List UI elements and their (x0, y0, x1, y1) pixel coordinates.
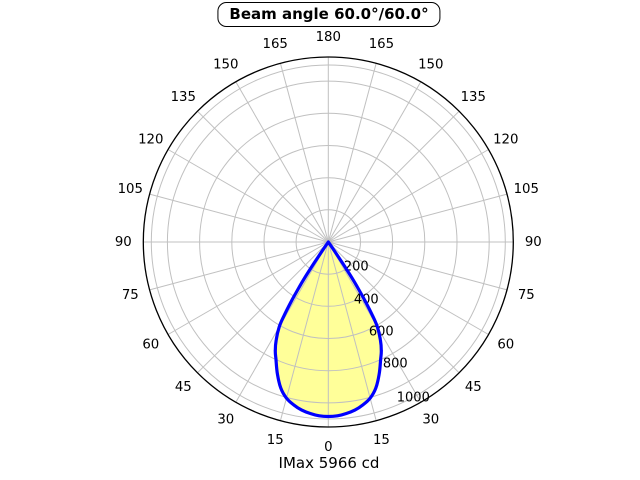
radial-tick-label: 1000 (397, 391, 430, 406)
angle-tick-label: 180 (316, 30, 341, 45)
angle-tick-label: 150 (213, 58, 238, 73)
polar-grid-ray (197, 241, 329, 374)
radial-tick-label: 600 (369, 325, 394, 340)
angle-tick-label: 120 (493, 133, 518, 148)
angle-tick-label: 15 (267, 433, 284, 448)
outer-circle (142, 56, 514, 428)
polar-grid-ray (279, 241, 329, 421)
angle-tick-label: 120 (138, 133, 163, 148)
polar-grid-ray (328, 241, 508, 291)
beam-lobe-outline (273, 240, 383, 419)
angle-tick-label: 45 (175, 380, 192, 395)
polar-grid-ray (327, 241, 460, 374)
angle-tick-label: 165 (263, 37, 288, 52)
polar-grid-ray (327, 110, 460, 243)
polar-grid-ray (167, 241, 329, 335)
polar-grid-ray (327, 63, 377, 243)
polar-grid-ring (231, 145, 426, 339)
radial-tick-label: 800 (383, 357, 408, 372)
angle-tick-label: 30 (217, 413, 234, 428)
angle-tick-label: 15 (373, 433, 390, 448)
chart-title: Beam angle 60.0°/60.0° (217, 2, 441, 27)
radial-tick-label: 200 (344, 260, 369, 275)
angle-tick-label: 90 (115, 235, 132, 250)
angle-tick-label: 105 (118, 182, 143, 197)
polar-grid-ray (328, 241, 489, 335)
polar-grid-ray (328, 149, 489, 243)
angle-tick-label: 75 (518, 288, 535, 303)
angle-tick-label: 60 (497, 338, 514, 353)
polar-grid-ray (327, 81, 422, 243)
polar-grid-ray (149, 193, 329, 243)
polar-grid-ray (327, 241, 377, 421)
angle-tick-label: 60 (142, 338, 159, 353)
angle-tick-label: 135 (171, 90, 196, 105)
polar-grid-ray (149, 241, 329, 291)
angle-tick-label: 90 (525, 235, 542, 250)
angle-tick-label: 105 (514, 182, 539, 197)
polar-grid-ring (150, 64, 506, 420)
polar-grid-ray (328, 193, 508, 243)
polar-grid-ring (166, 80, 490, 404)
angle-tick-label: 0 (324, 440, 332, 455)
angle-tick-label: 165 (369, 37, 394, 52)
angle-tick-label: 135 (461, 90, 486, 105)
polar-grid-ring (295, 209, 361, 275)
polar-grid-ray (235, 81, 329, 243)
angle-tick-label: 75 (122, 288, 139, 303)
polar-grid-ray (197, 110, 329, 243)
polar-grid-ray (279, 63, 329, 243)
imax-label: IMax 5966 cd (278, 454, 380, 472)
polar-grid-ring (199, 112, 458, 372)
polar-grid-ray (167, 149, 329, 243)
polar-grid-ring (263, 177, 394, 307)
angle-tick-label: 30 (422, 413, 439, 428)
angle-tick-label: 150 (418, 58, 443, 73)
angle-tick-label: 45 (465, 380, 482, 395)
